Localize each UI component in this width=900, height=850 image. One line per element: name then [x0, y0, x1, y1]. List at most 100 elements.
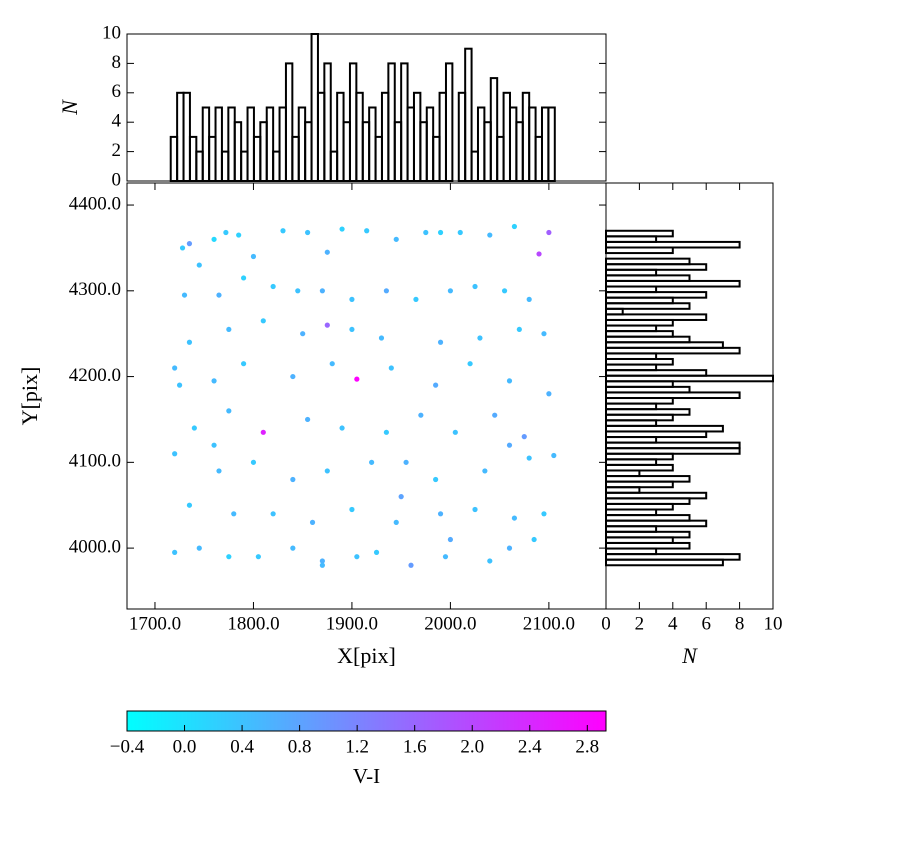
y-tick-label: 8: [112, 52, 122, 73]
point: [373, 549, 380, 555]
point: [501, 288, 508, 294]
x-tick-label: 8: [735, 613, 745, 634]
x-tick-label: 4: [668, 613, 678, 634]
point: [186, 339, 193, 345]
point: [250, 459, 257, 465]
point: [437, 229, 444, 236]
point: [270, 283, 276, 290]
axes-frame: [126, 182, 607, 610]
colorbar-tick-label: 0.8: [288, 736, 312, 757]
point: [324, 468, 330, 474]
point: [433, 382, 439, 388]
point: [339, 425, 345, 431]
point: [305, 416, 311, 423]
point: [324, 322, 330, 328]
colorbar-tick-label: 1.2: [345, 736, 369, 757]
point: [196, 262, 202, 268]
point: [255, 554, 261, 560]
point: [216, 468, 222, 474]
point: [423, 229, 429, 236]
hist-bar: [547, 106, 556, 182]
point: [186, 502, 193, 508]
point: [408, 562, 414, 568]
y-tick-label: 10: [102, 22, 121, 43]
point: [492, 412, 498, 418]
point: [211, 442, 217, 448]
point: [172, 549, 178, 555]
point: [452, 429, 458, 435]
point: [226, 408, 232, 414]
point: [349, 326, 355, 333]
point: [191, 425, 197, 431]
point: [506, 442, 513, 448]
point: [393, 519, 399, 525]
point: [511, 223, 518, 230]
point: [383, 429, 389, 435]
point: [290, 476, 296, 483]
point: [295, 288, 301, 294]
point: [250, 253, 257, 260]
point: [487, 232, 493, 238]
x-tick-label: 2000.0: [424, 613, 476, 634]
point: [516, 326, 522, 333]
point: [531, 536, 537, 543]
point: [211, 236, 217, 242]
point: [319, 558, 325, 564]
point: [309, 519, 316, 525]
colorbar-tick-label: 2.4: [518, 736, 542, 757]
point: [536, 251, 542, 257]
point: [305, 229, 311, 236]
point: [472, 506, 478, 513]
point: [467, 361, 473, 367]
x-tick-label: 10: [764, 613, 783, 634]
point: [541, 331, 547, 337]
point: [260, 318, 266, 324]
x-axis-label: N: [681, 643, 698, 668]
point: [354, 376, 360, 382]
point: [413, 296, 419, 302]
x-tick-label: 2100.0: [523, 613, 575, 634]
y-tick-label: 2: [112, 140, 122, 161]
point: [442, 554, 449, 560]
point: [300, 331, 306, 337]
x-tick-label: 0: [601, 613, 611, 634]
point: [226, 554, 232, 560]
point: [457, 229, 463, 236]
point: [211, 378, 217, 384]
x-tick-label: 1700.0: [129, 613, 181, 634]
point: [388, 365, 394, 371]
point: [339, 226, 345, 232]
point: [403, 459, 409, 465]
y-tick-label: 6: [112, 81, 122, 102]
point: [270, 511, 276, 517]
colorbar-tick-label: 2.0: [460, 736, 484, 757]
colorbar-label: V-I: [353, 764, 380, 788]
point: [179, 245, 186, 251]
point: [378, 335, 385, 341]
point: [240, 361, 247, 367]
point: [240, 275, 247, 281]
x-axis-label: X[pix]: [337, 643, 396, 668]
axes-frame: [126, 33, 607, 182]
point: [482, 468, 488, 474]
hist-bar: [605, 229, 674, 238]
point: [280, 228, 286, 234]
point: [447, 288, 454, 294]
point: [477, 335, 483, 341]
point: [349, 296, 355, 302]
point: [319, 562, 325, 568]
x-tick-label: 6: [701, 613, 711, 634]
point: [521, 434, 527, 440]
y-tick-label: 4: [112, 111, 122, 132]
point: [329, 361, 335, 367]
point: [472, 283, 478, 290]
point: [526, 296, 532, 302]
point: [418, 412, 424, 418]
colorbar-tick-label: 0.0: [173, 736, 197, 757]
y-tick-label: 4000.0: [69, 536, 121, 557]
x-tick-label: 1900.0: [326, 613, 378, 634]
point: [506, 378, 513, 384]
y-axis-label: N: [57, 99, 82, 116]
colorbar-tick-label: −0.4: [110, 736, 145, 757]
